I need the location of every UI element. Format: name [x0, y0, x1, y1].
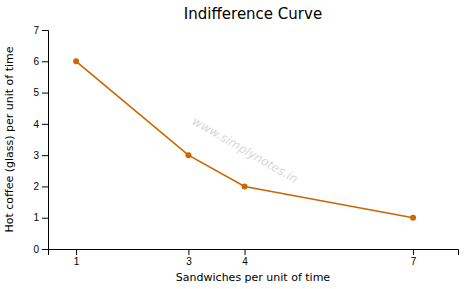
tick: 7: [411, 249, 417, 267]
tick: 3: [186, 249, 192, 267]
plot: 1 3 4 7 0 1 2 3 4 5 6 7 www.simplynotes.in: [33, 25, 458, 267]
tick-label: 5: [33, 87, 39, 98]
x-axis: 1 3 4 7: [49, 249, 459, 267]
tick: 1: [74, 249, 80, 267]
title: Indifference Curve: [184, 5, 322, 23]
tick: 4: [33, 119, 48, 130]
tick: 5: [33, 87, 48, 98]
chart: 1 3 4 7 0 1 2 3 4 5 6 7 www.simplynotes.in Indifferen…: [0, 0, 474, 289]
tick-label: 6: [33, 56, 39, 67]
tick-mark: [42, 61, 48, 62]
tick-label: 0: [33, 244, 39, 255]
tick: 1: [33, 212, 48, 223]
tick: 4: [242, 249, 248, 267]
tick: 2: [33, 181, 48, 192]
tick: 6: [33, 56, 48, 67]
tick-mark: [42, 186, 48, 187]
point: [185, 152, 191, 158]
tick-label: 7: [33, 25, 39, 36]
tick-mark: [245, 249, 246, 255]
tick-mark: [42, 249, 48, 250]
tick-mark: [42, 124, 48, 125]
tick: 3: [33, 150, 48, 161]
marks: [73, 58, 416, 220]
tick-mark: [42, 93, 48, 94]
tick-mark: [42, 30, 48, 31]
tick-label: 1: [74, 256, 80, 267]
tick-label: 3: [186, 256, 192, 267]
axis-line: [49, 250, 459, 256]
tick-label: 1: [33, 212, 39, 223]
y-axis: 0 1 2 3 4 5 6 7: [33, 25, 48, 255]
point: [73, 58, 79, 64]
point: [242, 183, 248, 189]
x-axis-title: Sandwiches per unit of time: [176, 271, 331, 284]
tick: 7: [33, 25, 48, 36]
tick-label: 2: [33, 181, 39, 192]
tick-mark: [42, 218, 48, 219]
y-axis-title: Hot coffee (glass) per unit of time: [3, 46, 16, 232]
tick-mark: [42, 155, 48, 156]
tick-label: 7: [411, 256, 417, 267]
axis-line: [42, 31, 49, 250]
tick-mark: [76, 249, 77, 255]
tick-label: 3: [33, 150, 39, 161]
line: [76, 61, 413, 217]
tick-mark: [188, 249, 189, 255]
point: [410, 215, 416, 221]
tick-label: 4: [33, 119, 39, 130]
tick-mark: [413, 249, 414, 255]
tick: 0: [33, 244, 48, 255]
tick-label: 4: [242, 256, 248, 267]
watermark: www.simplynotes.in: [190, 114, 301, 186]
